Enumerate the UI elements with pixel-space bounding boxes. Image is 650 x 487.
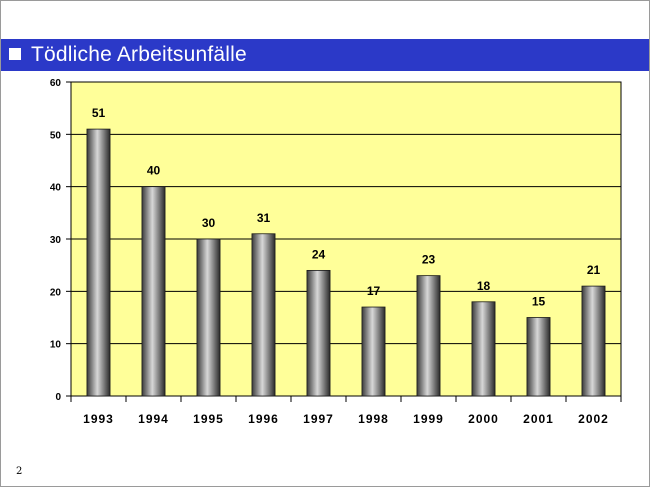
y-tick-label: 30 bbox=[50, 235, 62, 246]
bar bbox=[471, 301, 496, 397]
x-tick-label: 2000 bbox=[468, 412, 499, 426]
bar bbox=[416, 275, 441, 397]
x-tick-label: 1999 bbox=[413, 412, 444, 426]
data-label: 24 bbox=[312, 247, 326, 261]
data-label: 17 bbox=[367, 284, 381, 298]
x-tick-label: 1995 bbox=[193, 412, 224, 426]
slide-title-bar: Tödliche Arbeitsunfälle bbox=[1, 39, 649, 71]
x-axis: 1993 1994 1995 1996 1997 1998 1999 2000 2001 2002 bbox=[70, 396, 622, 426]
data-labels: 51 40 30 31 24 17 23 18 15 21 bbox=[92, 106, 601, 308]
data-label: 21 bbox=[587, 263, 601, 277]
data-label: 18 bbox=[477, 279, 491, 293]
bar bbox=[196, 238, 221, 397]
x-tick-label: 1997 bbox=[303, 412, 334, 426]
bar bbox=[141, 186, 166, 397]
bar bbox=[526, 317, 551, 397]
bar bbox=[86, 128, 111, 397]
bar bbox=[306, 269, 331, 397]
y-tick-label: 50 bbox=[50, 130, 62, 141]
x-tick-label: 2002 bbox=[578, 412, 609, 426]
bar bbox=[251, 233, 276, 397]
x-tick-label: 2001 bbox=[523, 412, 554, 426]
data-label: 15 bbox=[532, 295, 546, 309]
y-axis: 0 10 20 30 40 50 60 bbox=[50, 78, 71, 403]
data-label: 23 bbox=[422, 253, 436, 267]
data-label: 31 bbox=[257, 211, 271, 225]
data-label: 51 bbox=[92, 106, 106, 120]
y-tick-label: 0 bbox=[55, 392, 61, 403]
square-bullet-icon bbox=[9, 48, 21, 60]
y-tick-label: 20 bbox=[50, 287, 62, 298]
page-number: 2 bbox=[16, 466, 23, 477]
x-tick-label: 1994 bbox=[138, 412, 169, 426]
y-tick-label: 60 bbox=[50, 78, 62, 89]
bars bbox=[86, 128, 606, 397]
data-label: 40 bbox=[147, 164, 161, 178]
bar bbox=[361, 306, 386, 397]
x-tick-label: 1993 bbox=[83, 412, 114, 426]
bar bbox=[581, 285, 606, 397]
x-tick-label: 1996 bbox=[248, 412, 279, 426]
x-tick-label: 1998 bbox=[358, 412, 389, 426]
y-tick-label: 40 bbox=[50, 183, 62, 194]
slide-title: Tödliche Arbeitsunfälle bbox=[31, 43, 247, 66]
data-label: 30 bbox=[202, 216, 216, 230]
y-tick-label: 10 bbox=[50, 340, 62, 351]
